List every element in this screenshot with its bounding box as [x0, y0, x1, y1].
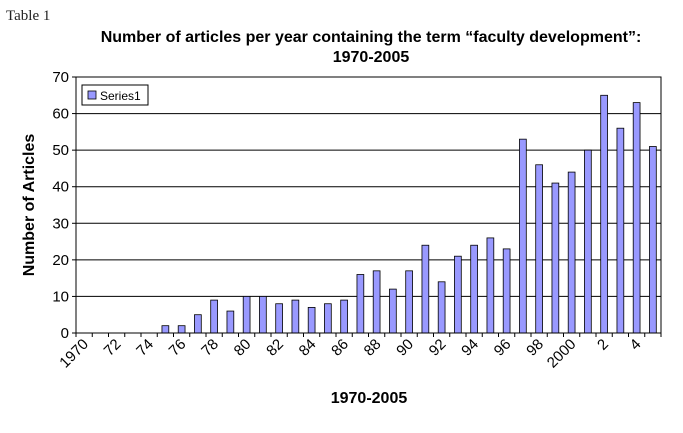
bar-78 [210, 299, 218, 334]
chart-title: Number of articles per year containing t… [101, 29, 642, 46]
y-tick-label: 60 [52, 106, 69, 123]
bar-2000 [567, 171, 576, 334]
x-tick-label: 92 [426, 336, 450, 360]
bar-86 [340, 299, 348, 334]
bar-84 [307, 306, 316, 334]
bar-97 [519, 138, 527, 334]
bar-94 [470, 244, 478, 334]
x-tick-label: 88 [361, 336, 385, 360]
x-tick-label: 94 [458, 336, 482, 360]
bar-96 [502, 248, 511, 334]
y-tick-label: 50 [52, 142, 69, 159]
bar-3 [616, 127, 625, 334]
x-tick-label: 84 [296, 336, 320, 360]
bar-1 [584, 149, 592, 334]
y-tick-label: 40 [52, 179, 69, 196]
bar-5 [649, 146, 657, 334]
bar-2 [600, 94, 608, 334]
x-tick-label: 74 [133, 336, 157, 360]
bar-92 [437, 281, 446, 334]
y-axis-label: Number of Articles [21, 134, 38, 277]
x-tick-label: 72 [101, 336, 125, 360]
bar-87 [356, 274, 365, 334]
bar-77 [194, 314, 202, 334]
bar-99 [551, 182, 560, 334]
x-tick-label: 76 [166, 336, 190, 360]
x-tick-label: 90 [393, 336, 417, 360]
legend-box [81, 84, 149, 106]
bar-79 [226, 310, 235, 334]
x-tick-label: 78 [198, 336, 222, 360]
x-tick-label: 96 [491, 336, 515, 360]
x-tick-label: 2000 [544, 336, 580, 372]
x-tick-label: 98 [523, 336, 547, 360]
y-tick-label: 30 [52, 215, 69, 232]
y-tick-label: 10 [52, 288, 69, 305]
bar-76 [177, 325, 186, 334]
legend-swatch [87, 90, 97, 100]
bar-82 [275, 303, 283, 334]
chart-subtitle: 1970-2005 [333, 49, 410, 66]
bar-81 [259, 296, 267, 334]
x-tick-label: 82 [263, 336, 287, 360]
bar-93 [454, 255, 462, 334]
x-tick-label: 86 [328, 336, 352, 360]
bar-91 [421, 244, 430, 334]
legend: Series1 [81, 84, 149, 106]
bar-75 [161, 325, 170, 334]
gridlines [76, 113, 661, 297]
x-axis-label: 1970-2005 [331, 390, 408, 407]
bar-85 [324, 303, 332, 334]
plot-area [75, 76, 662, 334]
x-tick-label: 4 [627, 336, 645, 354]
bar-95 [486, 237, 495, 334]
bar-4 [632, 102, 641, 334]
y-tick-label: 20 [52, 252, 69, 269]
bar-88 [372, 270, 381, 334]
bar-89 [389, 288, 397, 334]
y-tick-label: 70 [52, 69, 69, 86]
bar-90 [405, 270, 413, 334]
bar-83 [291, 299, 300, 334]
y-axis-ticks: 0 10 20 30 40 50 60 70 [52, 69, 76, 342]
bar-80 [242, 296, 251, 334]
legend-label: Series1 [100, 89, 141, 103]
bar-98 [535, 164, 543, 334]
table-caption: Table 1 [6, 8, 50, 24]
x-tick-label: 2 [594, 336, 612, 354]
bars [161, 94, 657, 334]
x-tick-label: 80 [231, 336, 255, 360]
y-tick-label: 0 [61, 325, 69, 342]
